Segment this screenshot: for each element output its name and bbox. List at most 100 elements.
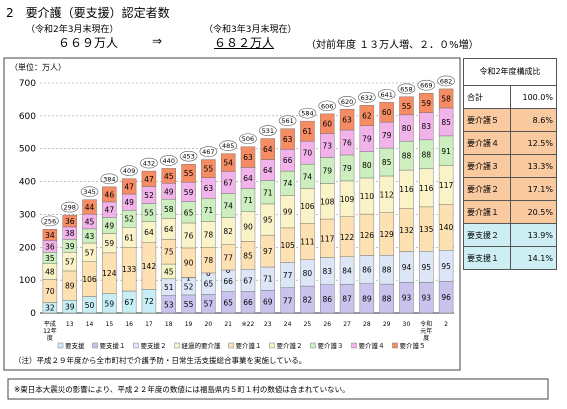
data-label: 59 <box>422 99 432 108</box>
data-label: 58 <box>164 205 174 214</box>
ratio-table: 令和2年度構成比 合計 100.0% 要介護５ 8.6% 要介護４ 12.5% 要介護３ 13.… <box>462 58 557 270</box>
total-badge <box>120 165 138 176</box>
legend-swatch <box>351 342 357 349</box>
legend-label: 要介護４ <box>359 341 385 350</box>
data-label: 67 <box>124 298 134 307</box>
legend-swatch <box>133 342 139 349</box>
table-label: 要介護５ <box>462 108 512 132</box>
bar-segment <box>260 138 276 160</box>
data-label: 90 <box>184 259 194 268</box>
total-badge <box>278 115 297 126</box>
data-label: 49 <box>105 221 115 230</box>
y-tick-label: 100 <box>19 276 36 286</box>
data-label: 79 <box>342 164 352 173</box>
bar-segment <box>201 159 216 178</box>
data-label: 66 <box>283 156 293 165</box>
table-value: 20.5% <box>510 200 557 224</box>
legend-label: 要支援 <box>65 341 85 350</box>
table-value: 12.5% <box>510 131 557 155</box>
data-label: 61 <box>124 233 134 242</box>
total-badge <box>219 140 237 151</box>
y-tick-label: 400 <box>19 178 36 188</box>
bar-segment <box>399 96 414 116</box>
data-label: 99 <box>283 208 293 217</box>
total-badge <box>358 92 376 103</box>
data-label: 63 <box>342 116 352 125</box>
x-tick-label: 23 <box>263 321 272 328</box>
data-label: 36 <box>45 242 55 251</box>
table-label: 要介護２ <box>462 177 512 201</box>
data-label: 73 <box>322 142 332 151</box>
total-badge <box>179 150 198 162</box>
x-tick-label: ※22 <box>241 321 255 328</box>
table-value: 8.6% <box>510 108 557 132</box>
note: （注）平成２９年度から全市町村で介護予防・日常生活支援総合事業を実施している。 <box>14 356 307 365</box>
data-label: 106 <box>300 202 315 211</box>
legend-label: 要介護５ <box>400 341 426 350</box>
data-label: 78 <box>204 230 214 239</box>
data-label: 71 <box>204 206 214 215</box>
bar-segment <box>220 153 236 172</box>
data-label: 80 <box>303 269 313 278</box>
data-label: 0 <box>206 269 211 278</box>
legend-label: 要支援２ <box>141 341 167 350</box>
x-tick-label: 19 <box>184 321 193 328</box>
y-tick-label: 700 <box>19 79 36 89</box>
data-label: 49 <box>164 187 174 196</box>
table-value: 13.3% <box>510 154 557 178</box>
y-tick-label: 500 <box>19 145 36 155</box>
data-label: 57 <box>204 300 214 309</box>
data-label: 65 <box>223 298 233 307</box>
data-label: 97 <box>263 247 273 256</box>
data-label: 51 <box>164 283 174 292</box>
bar-segment <box>82 199 97 215</box>
y-tick-label: 300 <box>19 210 36 220</box>
total-badge <box>100 173 119 185</box>
table-label: 要支援１ <box>462 246 512 270</box>
data-label: 64 <box>144 228 154 237</box>
data-label: 106 <box>82 275 97 284</box>
data-label: 70 <box>45 287 55 296</box>
data-label: 53 <box>164 300 174 309</box>
data-label: 67 <box>223 178 233 187</box>
data-label: 55 <box>184 169 194 178</box>
total-label: 384 <box>103 175 115 183</box>
total-label: 584 <box>301 110 313 118</box>
data-label: 0 <box>226 266 231 275</box>
data-label: 90 <box>243 223 253 232</box>
data-label: 52 <box>124 215 134 224</box>
data-label: 96 <box>441 293 451 302</box>
data-label: 85 <box>382 158 392 167</box>
legend-swatch <box>392 342 398 349</box>
data-label: 64 <box>243 174 253 183</box>
footer: ※東日本大震災の影響により、平成２２年度の数値には福島県内５町１村の数値は含まれ… <box>14 385 350 394</box>
data-label: 46 <box>105 190 115 199</box>
data-label: 133 <box>122 265 137 274</box>
data-label: 71 <box>263 275 273 284</box>
bar-segment <box>419 92 434 113</box>
before-value: ６６９万人 <box>58 36 119 50</box>
total-badge <box>298 107 317 119</box>
data-label: 84 <box>342 267 352 276</box>
data-label: 93 <box>422 294 432 303</box>
data-label: 74 <box>283 179 293 188</box>
data-label: 64 <box>263 166 273 175</box>
data-label: 54 <box>223 159 233 168</box>
x-tick-label: 27 <box>343 321 351 328</box>
x-tick-label: 17 <box>145 321 153 328</box>
data-label: 80 <box>362 161 372 170</box>
total-badge <box>437 75 455 87</box>
total-label: 632 <box>361 94 373 102</box>
x-tick-label: 平成12年度 <box>43 321 57 342</box>
data-label: 39 <box>65 242 75 251</box>
data-label: 62 <box>362 112 372 121</box>
data-label: 45 <box>164 172 174 181</box>
data-label: 109 <box>340 195 355 204</box>
legend-swatch <box>269 342 275 349</box>
change: （対前年度 １３万人増、２．０%増） <box>306 40 479 51</box>
total-badge <box>417 79 436 91</box>
data-label: 47 <box>105 206 115 215</box>
table-label: 要支援２ <box>462 223 512 247</box>
total-badge <box>159 155 178 166</box>
total-label: 669 <box>420 82 432 90</box>
